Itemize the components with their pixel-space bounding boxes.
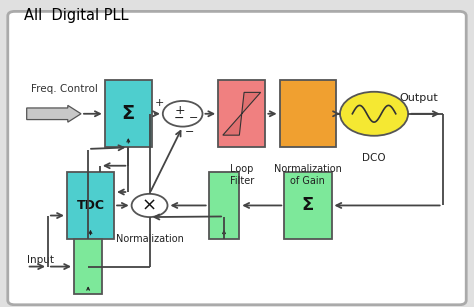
FancyArrow shape xyxy=(27,105,81,122)
Polygon shape xyxy=(223,92,261,135)
Text: Input: Input xyxy=(27,255,54,266)
Bar xyxy=(218,80,265,147)
Text: Σ: Σ xyxy=(122,104,135,123)
Text: Σ: Σ xyxy=(302,196,314,215)
Text: +: + xyxy=(175,103,186,117)
Bar xyxy=(209,172,239,239)
Bar xyxy=(67,172,114,239)
Text: −: − xyxy=(185,127,194,137)
Text: DCO: DCO xyxy=(362,153,386,163)
Text: ×: × xyxy=(142,196,157,215)
Bar xyxy=(280,80,336,147)
Text: Normalization
of Gain: Normalization of Gain xyxy=(274,164,342,186)
Circle shape xyxy=(340,92,408,136)
Text: +: + xyxy=(155,98,164,108)
Text: Freq. Control: Freq. Control xyxy=(31,84,98,94)
Text: Normalization: Normalization xyxy=(116,234,183,244)
Text: Loop
Filter: Loop Filter xyxy=(229,164,254,186)
Text: TDC: TDC xyxy=(76,199,104,212)
Bar xyxy=(284,172,331,239)
Text: −: − xyxy=(173,111,184,125)
Bar xyxy=(74,239,102,294)
FancyBboxPatch shape xyxy=(8,11,466,305)
Bar xyxy=(105,80,152,147)
Circle shape xyxy=(163,101,202,126)
Circle shape xyxy=(132,194,167,217)
Text: −: − xyxy=(188,113,198,123)
Text: All  Digital PLL: All Digital PLL xyxy=(24,8,129,23)
Text: Output: Output xyxy=(399,93,438,103)
